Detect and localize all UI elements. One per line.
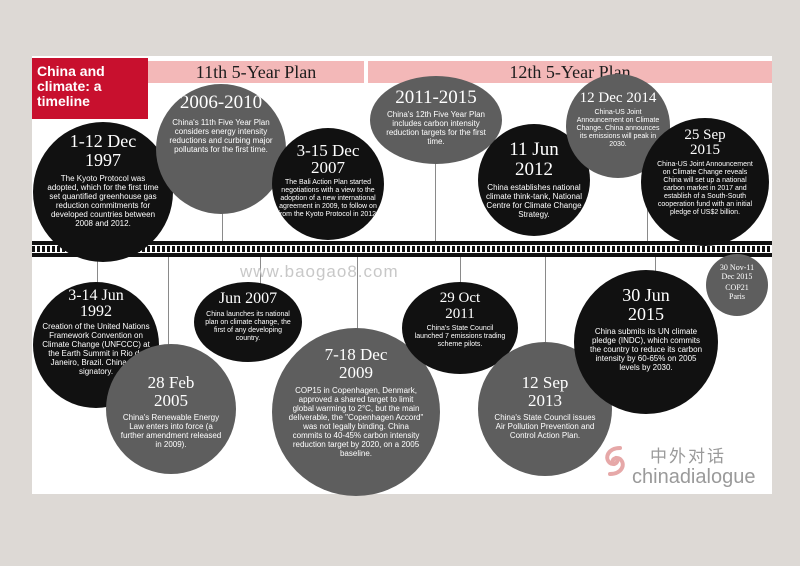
event-text: The Bali Action Plan started negotiation… [278, 179, 378, 218]
event-circle-jun2007: Jun 2007 China launches its national pla… [194, 282, 302, 362]
event-text: The Kyoto Protocol was adopted, which fo… [47, 174, 159, 228]
event-circle-2005: 28 Feb 2005 China's Renewable Energy Law… [106, 344, 236, 474]
event-text: China establishes national climate think… [485, 183, 583, 219]
event-circle-1992: 3-14 Jun 1992 Creation of the United Nat… [33, 282, 159, 408]
event-date: 30 Jun 2015 [622, 285, 670, 324]
plan-band-11th: 11th 5-Year Plan [148, 61, 364, 83]
event-date: 12 Dec 2014 [579, 90, 657, 106]
event-date: 2006-2010 [179, 92, 263, 113]
event-date: 3-15 Dec 2007 [296, 141, 360, 177]
event-text: Creation of the United Nations Framework… [42, 322, 150, 376]
event-text: China's State Council launched 7 emissio… [414, 325, 506, 348]
event-date: 25 Sep 2015 [684, 127, 726, 158]
event-text: COP21 Paris [725, 283, 749, 301]
event-date: 28 Feb 2005 [147, 373, 195, 410]
stem-oct2011 [460, 256, 461, 286]
event-circle-sep2015: 25 Sep 2015 China-US Joint Announcement … [641, 118, 769, 246]
event-text: China's State Council issues Air Polluti… [494, 413, 596, 440]
event-date: 30 Nov-11 Dec 2015 [719, 263, 755, 281]
event-date: Jun 2007 [218, 290, 278, 307]
event-text: China's 12th Five Year Plan includes car… [386, 110, 486, 146]
logo-chinese-text: 中外对话 [650, 447, 726, 466]
event-text: China submits its UN climate pledge (IND… [589, 327, 703, 372]
event-date: 3-14 Jun 1992 [68, 287, 124, 320]
event-text: China's Renewable Energy Law enters into… [120, 413, 222, 449]
event-date: 12 Sep 2013 [521, 373, 569, 410]
stem-1992 [97, 256, 98, 286]
event-text: China's 11th Five Year Plan considers en… [169, 118, 273, 154]
event-date: 7-18 Dec 2009 [324, 345, 388, 382]
event-text: China-US Joint Announcement on Climate C… [657, 161, 753, 216]
event-circle-jun2015: 30 Jun 2015 China submits its UN climate… [574, 270, 718, 414]
event-circle-2009: 7-18 Dec 2009 COP15 in Copenhagen, Denma… [272, 328, 440, 496]
stem-2005 [168, 256, 169, 368]
event-date: 2011-2015 [395, 87, 477, 108]
event-circle-1997: 1-12 Dec 1997 The Kyoto Protocol was ado… [33, 122, 173, 262]
event-circle-2011: 2011-2015 China's 12th Five Year Plan in… [370, 76, 502, 164]
logo-english-text: chinadialogue [632, 466, 756, 488]
timeline-axis-strip [32, 241, 772, 257]
stem-2011 [435, 140, 436, 242]
infographic-title: China and climate: a timeline [32, 58, 148, 119]
event-circle-dec2007: 3-15 Dec 2007 The Bali Action Plan start… [272, 128, 384, 240]
stem-2009 [357, 256, 358, 331]
event-date: 29 Oct 2011 [439, 290, 481, 322]
stem-jun2007 [260, 256, 261, 286]
event-text: COP15 in Copenhagen, Denmark, approved a… [288, 386, 424, 458]
event-circle-oct2011: 29 Oct 2011 China's State Council launch… [402, 282, 518, 374]
event-date: 11 Jun 2012 [509, 139, 559, 180]
event-circle-2006: 2006-2010 China's 11th Five Year Plan co… [156, 84, 286, 214]
logo-swirl-icon [605, 446, 625, 476]
chinadialogue-logo: 中外对话 chinadialogue [592, 438, 772, 494]
event-text: China-US Joint Announcement on Climate C… [576, 109, 660, 148]
stem-2013 [545, 256, 546, 344]
event-date: 1-12 Dec 1997 [69, 131, 137, 170]
watermark-text: www.baogao8.com [240, 262, 399, 281]
event-circle-nov2015: 30 Nov-11 Dec 2015 COP21 Paris [706, 254, 768, 316]
event-text: China launches its national plan on clim… [205, 311, 291, 342]
